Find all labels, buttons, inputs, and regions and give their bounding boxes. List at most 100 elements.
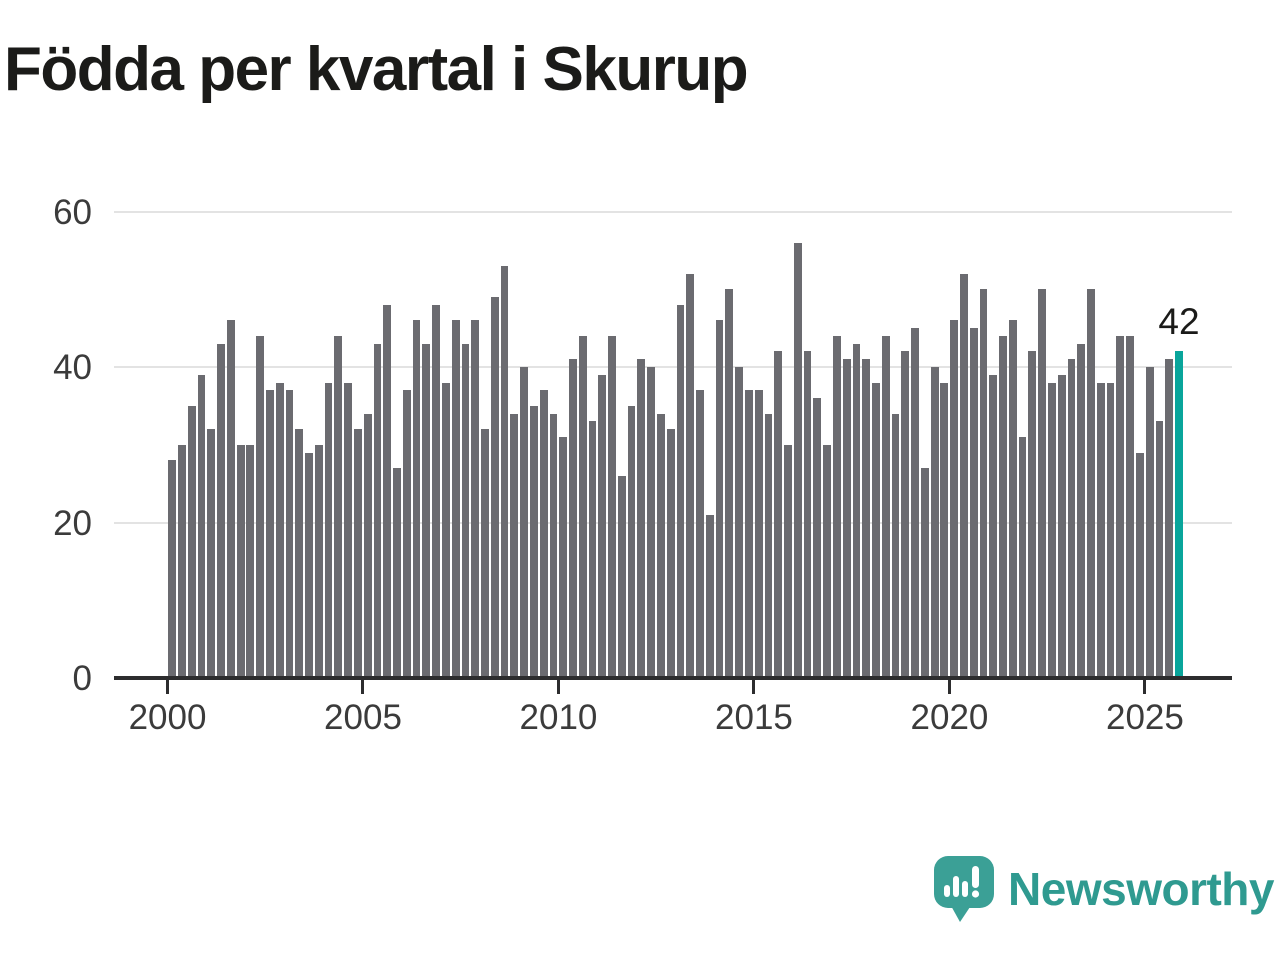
bar <box>314 444 323 678</box>
bar <box>354 429 362 678</box>
bar <box>500 265 509 678</box>
bar <box>520 367 528 678</box>
bar-highlight-latest <box>1175 351 1183 678</box>
bar <box>842 359 851 678</box>
bar <box>236 444 245 678</box>
bar <box>920 468 929 678</box>
brand-name: Newsworthy <box>1008 863 1274 915</box>
bar <box>285 390 294 678</box>
bar <box>950 320 959 678</box>
bar <box>422 343 431 678</box>
bar <box>266 390 274 678</box>
bar <box>305 452 313 678</box>
bar <box>715 320 724 678</box>
bar <box>823 444 831 678</box>
bar <box>852 343 861 678</box>
x-tick-label: 2000 <box>128 698 207 737</box>
bar <box>344 382 353 678</box>
y-tick-label: 60 <box>53 192 92 232</box>
bar <box>529 405 538 678</box>
bar <box>940 382 949 678</box>
bar <box>911 328 919 678</box>
bar <box>569 359 577 678</box>
x-tick <box>947 679 951 694</box>
bar <box>187 405 196 678</box>
bar <box>1165 359 1174 678</box>
bar <box>647 367 656 678</box>
x-axis-line <box>114 676 1232 680</box>
bar <box>793 242 802 678</box>
bar <box>1018 436 1027 678</box>
bar <box>363 413 372 678</box>
bar <box>402 390 411 678</box>
bar <box>1106 382 1115 678</box>
bar <box>598 374 607 678</box>
bar <box>862 359 871 678</box>
bar <box>549 413 558 678</box>
bar <box>256 335 265 678</box>
bar <box>901 351 910 678</box>
x-tick <box>166 679 169 694</box>
bar <box>1077 343 1086 678</box>
bar <box>1038 289 1047 678</box>
bar <box>891 413 900 678</box>
bar <box>969 328 978 678</box>
bar <box>295 429 304 678</box>
x-tick <box>361 679 365 694</box>
bar <box>764 413 773 678</box>
bar <box>1028 351 1037 678</box>
bar <box>197 374 206 678</box>
bar <box>1116 335 1125 678</box>
y-tick-label: 20 <box>53 503 92 543</box>
bar <box>784 444 792 678</box>
bar <box>1048 382 1056 678</box>
bar <box>412 320 421 678</box>
bar <box>481 429 489 678</box>
bar <box>627 405 636 678</box>
bar <box>490 297 499 678</box>
bar <box>657 413 665 678</box>
bar <box>373 343 382 678</box>
bar <box>275 382 284 678</box>
bar <box>1087 289 1095 678</box>
bar <box>960 273 968 678</box>
bar <box>207 429 216 678</box>
bar <box>666 429 675 678</box>
bar <box>774 351 783 678</box>
x-tick-label: 2020 <box>910 698 989 737</box>
bar <box>1008 320 1017 678</box>
bar <box>588 421 597 678</box>
x-tick <box>1143 679 1147 694</box>
x-tick <box>556 679 560 694</box>
x-tick-label: 2015 <box>715 698 793 737</box>
chart-title: Födda per kvartal i Skurup <box>4 35 749 104</box>
bar <box>744 390 753 678</box>
y-tick-label: 0 <box>72 659 92 698</box>
bar <box>1096 382 1105 678</box>
bar <box>989 374 998 678</box>
bar <box>754 390 763 678</box>
bar <box>178 444 186 678</box>
bar <box>1135 452 1144 678</box>
y-gridline <box>114 210 1232 213</box>
bar <box>1057 374 1066 678</box>
y-gridline <box>114 366 1232 368</box>
bar <box>217 343 225 678</box>
bar <box>637 359 646 678</box>
bar <box>383 304 392 678</box>
bar <box>803 351 812 678</box>
x-tick-label: 2025 <box>1106 698 1184 737</box>
newsworthy-chart-bubble-icon <box>934 856 995 922</box>
bar <box>539 390 548 678</box>
bar <box>617 475 626 678</box>
x-tick <box>752 679 756 694</box>
x-tick-label: 2005 <box>324 698 402 737</box>
bar <box>324 382 333 678</box>
bar <box>1126 335 1134 678</box>
bar <box>334 335 343 678</box>
bar <box>451 320 460 678</box>
bar <box>676 304 685 678</box>
bar <box>686 273 695 678</box>
